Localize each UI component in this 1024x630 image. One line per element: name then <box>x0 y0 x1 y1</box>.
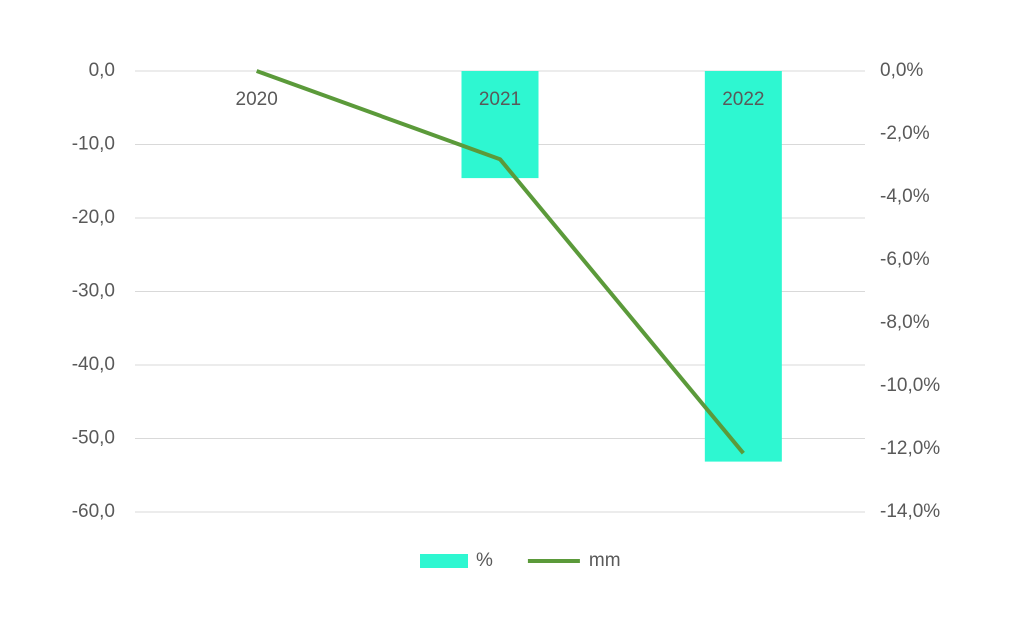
bar <box>704 71 782 462</box>
y-tick-label: -20,0 <box>72 207 115 228</box>
legend-label: mm <box>589 550 621 571</box>
y2-tick-label: -12,0% <box>880 438 940 459</box>
y2-tick-label: -2,0% <box>880 123 930 144</box>
y2-tick-label: -14,0% <box>880 501 940 522</box>
line <box>255 69 745 455</box>
y-tick-label: 0,0 <box>89 60 115 81</box>
y2-tick-label: -4,0% <box>880 186 930 207</box>
y-tick-label: -10,0 <box>72 134 115 155</box>
x-tick-label: 2022 <box>722 89 764 110</box>
y2-tick-label: 0,0% <box>880 60 923 81</box>
y2-tick-label: -8,0% <box>880 312 930 333</box>
y-tick-label: -60,0 <box>72 501 115 522</box>
y-tick-label: -50,0 <box>72 428 115 449</box>
y-tick-label: -30,0 <box>72 281 115 302</box>
y2-tick-label: -6,0% <box>880 249 930 270</box>
y2-tick-label: -10,0% <box>880 375 940 396</box>
legend-label: % <box>476 550 493 571</box>
x-tick-label: 2020 <box>236 89 278 110</box>
x-tick-label: 2021 <box>479 89 521 110</box>
legend-swatch <box>420 554 468 568</box>
y-tick-label: -40,0 <box>72 354 115 375</box>
